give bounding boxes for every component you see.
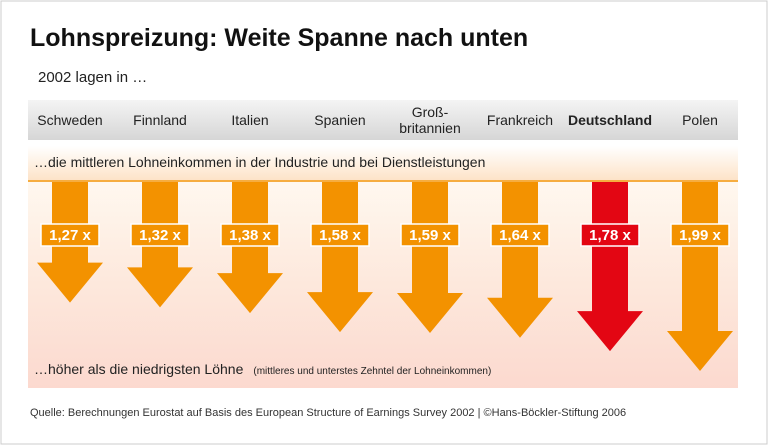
value-label: 1,32 x [139,227,181,244]
value-label-box [40,223,100,247]
header-band [28,100,738,140]
source: Quelle: Berechnungen Eurostat auf Basis … [30,407,626,419]
value-label: 1,27 x [49,227,91,244]
bottom-note: (mittleres und unterstes Zehntel der Loh… [253,366,491,377]
arrow [397,182,463,334]
chart-title: Lohnspreizung: Weite Spanne nach unten [30,24,528,52]
category-label: Schweden [37,112,103,128]
value-label: 1,59 x [409,227,451,244]
category-label: Italien [231,112,269,128]
value-label-box [310,223,370,247]
top-text: …die mittleren Lohneinkommen in der Indu… [34,154,485,170]
value-label-box [490,223,550,247]
value-label-box [220,223,280,247]
category-label: Spanien [314,112,366,128]
value-label: 1,99 x [679,227,721,244]
category-label: Deutschland [567,112,652,128]
arrow [307,182,373,333]
category-label: Groß- britannien [399,104,461,136]
arrow [217,182,283,314]
value-label-box [130,223,190,247]
category-label: Polen [682,112,718,128]
top-band [28,146,738,180]
arrow [487,182,553,338]
value-label: 1,38 x [229,227,271,244]
value-label: 1,58 x [319,227,361,244]
value-label: 1,64 x [499,227,541,244]
body-band [28,182,738,388]
value-label-box [580,223,640,247]
value-label-box [670,223,730,247]
value-label: 1,78 x [589,227,631,244]
value-label-box [400,223,460,247]
category-label: Frankreich [486,112,554,128]
subtitle: 2002 lagen in … [38,69,147,86]
category-label: Finnland [133,112,187,128]
